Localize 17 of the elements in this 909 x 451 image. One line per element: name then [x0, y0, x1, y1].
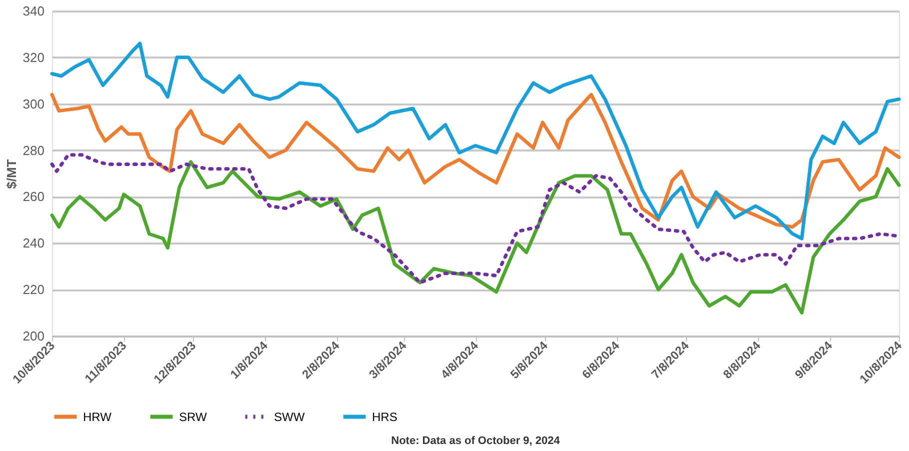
- y-tick-label: 340: [22, 4, 44, 18]
- line-series: [50, 92, 901, 229]
- legend-label: SRW: [179, 410, 208, 424]
- legend-label: SWW: [274, 410, 306, 424]
- y-tick-label: 220: [22, 282, 44, 298]
- y-tick-label: 280: [22, 142, 44, 158]
- y-tick-label: 320: [22, 50, 44, 65]
- y-tick-label: 260: [22, 189, 44, 204]
- y-axis-title: $/MT: [4, 159, 19, 189]
- legend-label: HRW: [83, 410, 112, 424]
- line-series: [50, 160, 901, 315]
- y-tick-label: 300: [22, 96, 44, 112]
- legend-label: HRS: [372, 410, 398, 424]
- text: Note: Data as of October 9, 2024: [391, 435, 561, 447]
- y-tick-label: 240: [22, 236, 44, 251]
- y-tick-label: 200: [22, 328, 44, 344]
- line-series: [50, 42, 901, 240]
